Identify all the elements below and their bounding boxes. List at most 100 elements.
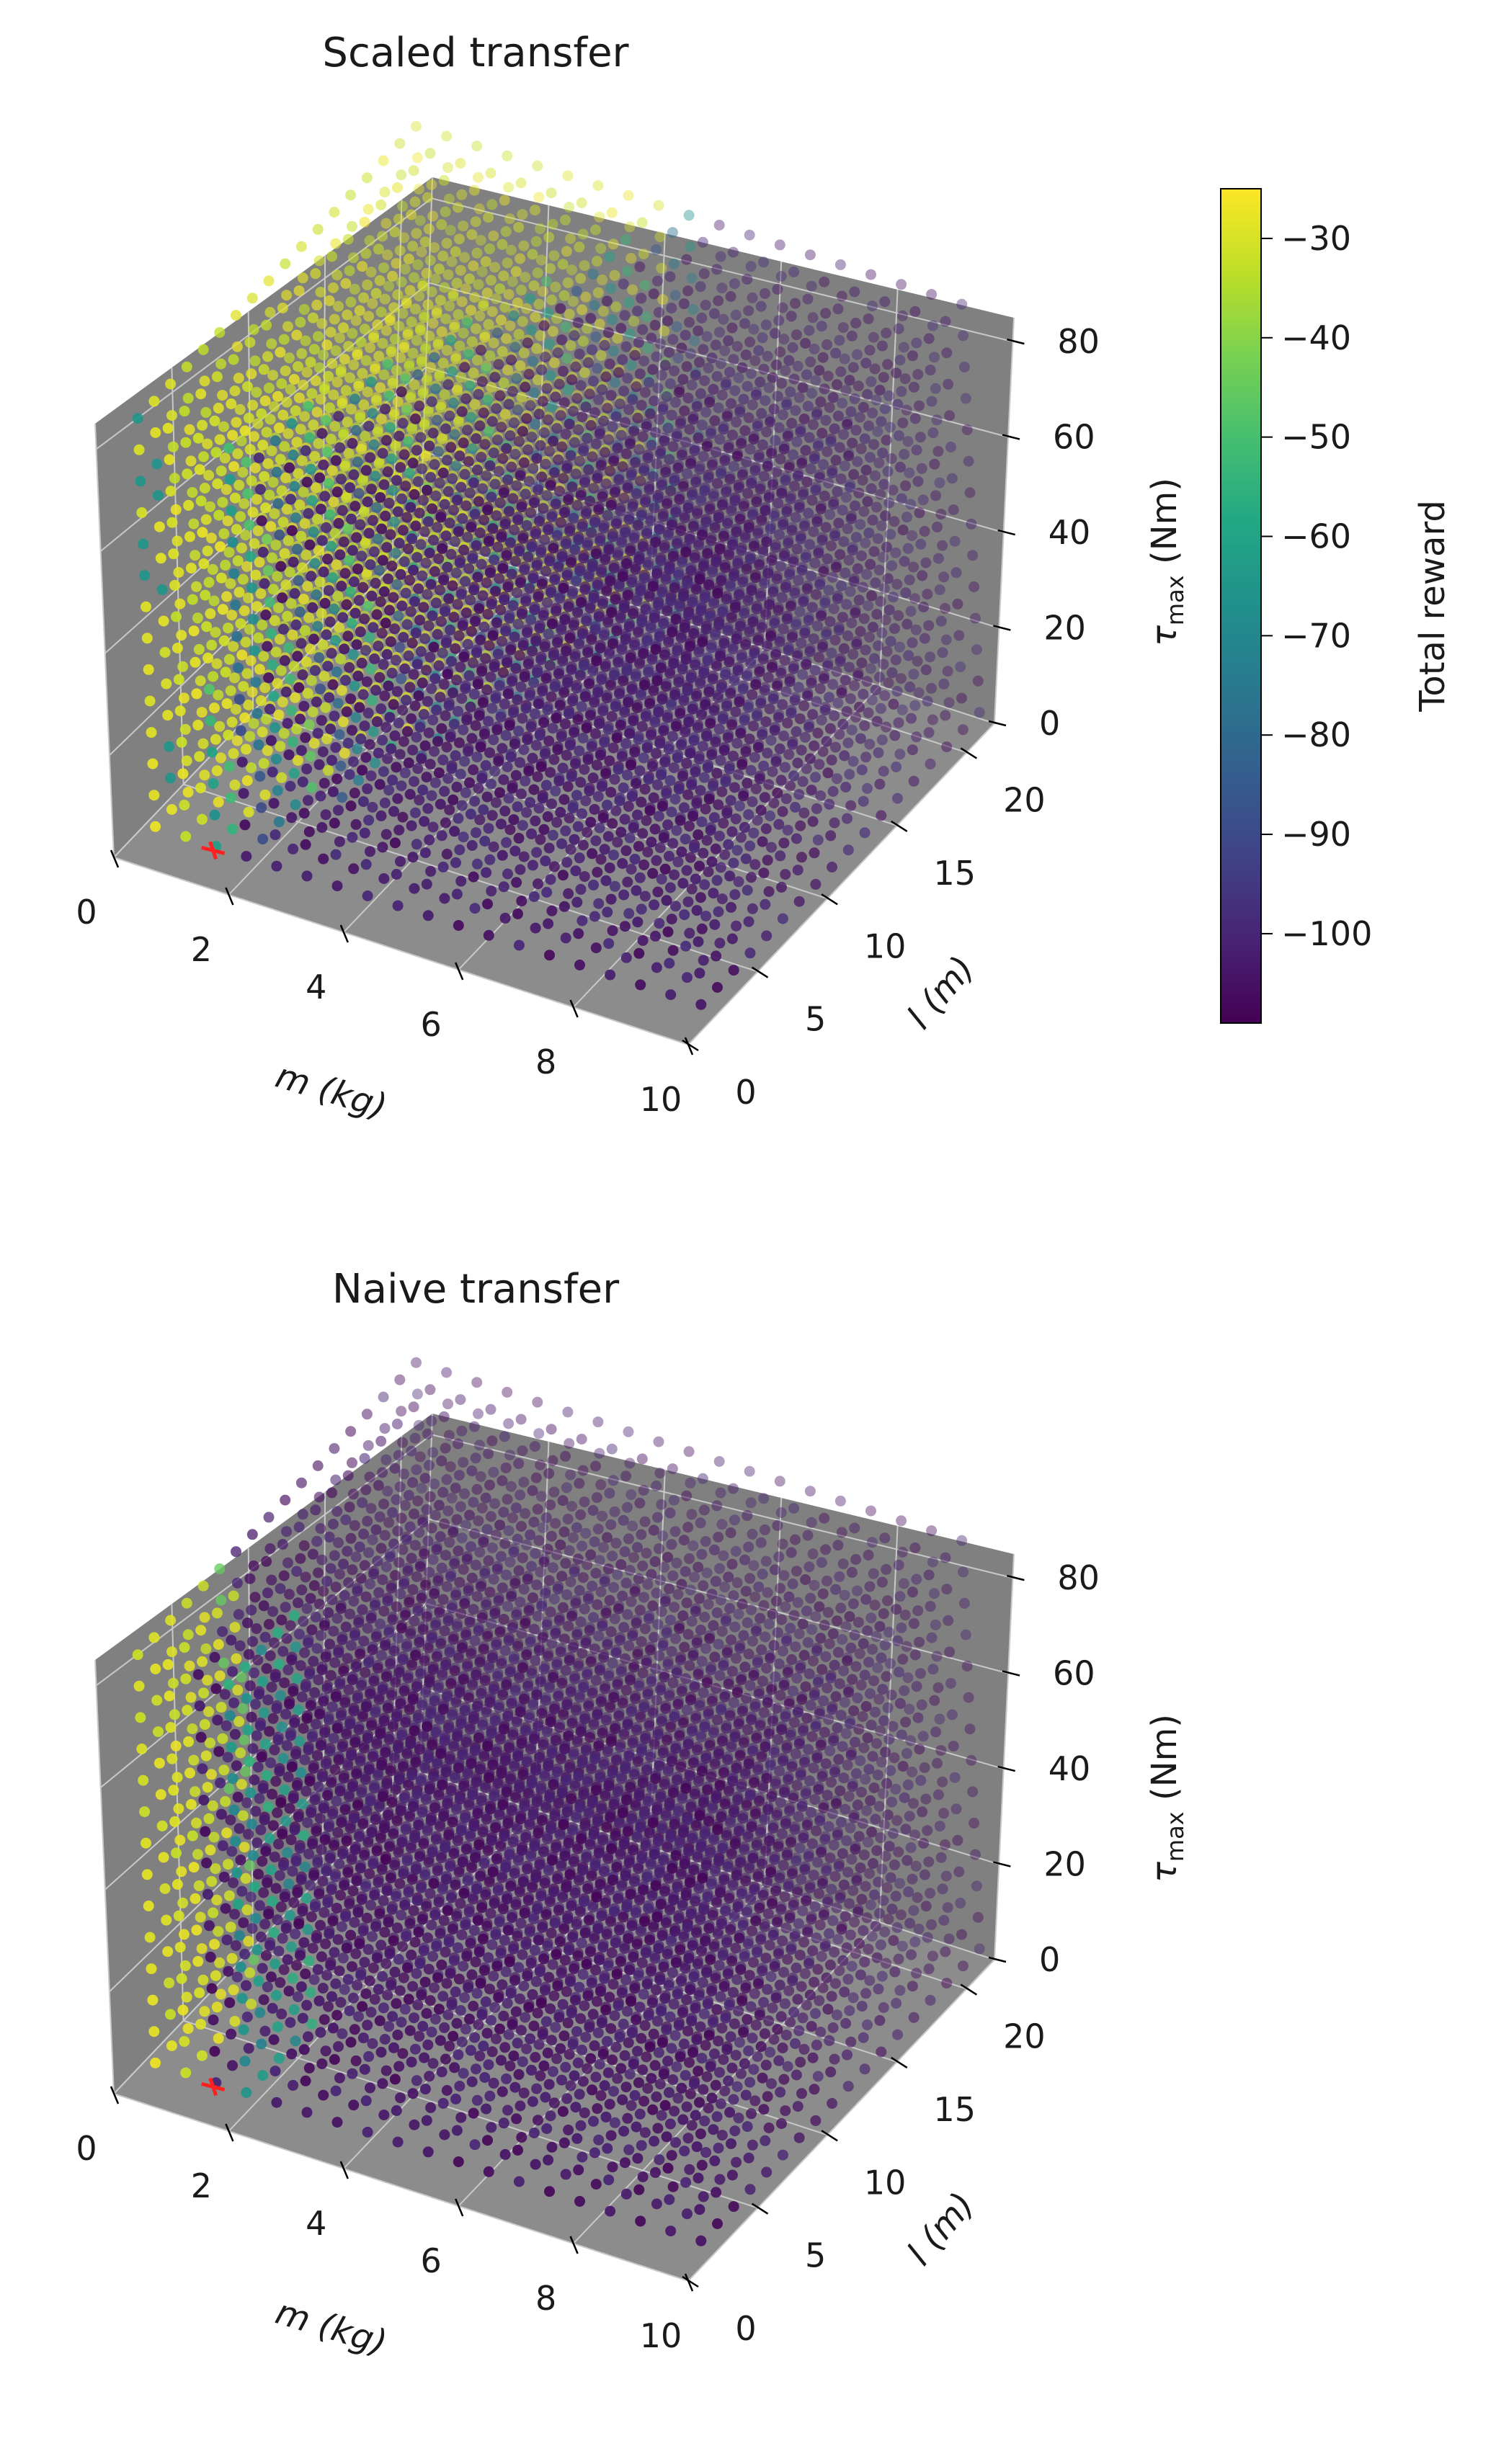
scatter-point bbox=[510, 769, 522, 781]
scatter-point bbox=[769, 725, 780, 736]
scatter-point bbox=[350, 315, 362, 326]
scatter-point bbox=[301, 870, 313, 882]
scatter-point bbox=[612, 550, 623, 561]
scatter-point bbox=[211, 765, 223, 777]
scatter-point bbox=[590, 548, 602, 560]
scatter-point bbox=[544, 950, 555, 961]
scatter-point bbox=[873, 457, 885, 469]
scatter-point bbox=[635, 476, 646, 486]
scatter-point bbox=[620, 341, 632, 352]
scatter-point bbox=[166, 804, 177, 815]
scatter-point bbox=[859, 827, 871, 839]
scatter-point bbox=[654, 448, 666, 460]
scatter-point bbox=[548, 650, 559, 661]
scatter-point bbox=[940, 710, 951, 721]
scatter-point bbox=[294, 499, 306, 511]
scatter-point bbox=[783, 462, 795, 473]
scatter-point bbox=[625, 652, 636, 664]
scatter-point bbox=[915, 538, 927, 550]
scatter-point bbox=[855, 443, 867, 455]
scatter-point bbox=[567, 1532, 579, 1543]
scatter-point bbox=[888, 592, 899, 603]
scatter-point bbox=[375, 382, 386, 393]
scatter-point bbox=[424, 440, 435, 452]
scatter-point bbox=[857, 475, 868, 486]
scatter-point bbox=[703, 866, 714, 878]
scatter-point bbox=[492, 541, 504, 553]
scatter-point bbox=[483, 929, 494, 941]
scatter-point bbox=[733, 372, 744, 383]
scatter-point bbox=[767, 586, 779, 597]
scatter-point bbox=[502, 581, 514, 593]
scatter-point bbox=[227, 537, 239, 548]
scatter-point bbox=[623, 800, 634, 812]
scatter-point bbox=[787, 342, 798, 353]
scatter-point bbox=[630, 563, 641, 575]
scatter-point bbox=[401, 695, 412, 706]
scatter-point bbox=[557, 365, 569, 377]
scatter-point bbox=[694, 357, 705, 368]
scatter-point bbox=[239, 819, 251, 831]
x-axis-label: m (kg) bbox=[271, 1055, 391, 1128]
scatter-point bbox=[362, 783, 373, 795]
scatter-point bbox=[573, 928, 584, 939]
scatter-point bbox=[846, 617, 858, 629]
scatter-point bbox=[540, 276, 552, 287]
scatter-point bbox=[584, 785, 595, 797]
scatter-point bbox=[480, 760, 491, 771]
scatter-point bbox=[419, 419, 430, 430]
scatter-point bbox=[310, 268, 321, 280]
scatter-point bbox=[809, 343, 820, 354]
scatter-point bbox=[455, 264, 466, 276]
scatter-point bbox=[404, 682, 416, 693]
scatter-point bbox=[397, 705, 409, 716]
scatter-point bbox=[880, 615, 891, 625]
scatter-point bbox=[421, 375, 432, 386]
scatter-point bbox=[452, 494, 463, 506]
scatter-point bbox=[445, 731, 456, 743]
scatter-point bbox=[796, 565, 808, 576]
scatter-point bbox=[297, 562, 308, 573]
scatter-point bbox=[763, 779, 775, 790]
scatter-point bbox=[233, 694, 245, 705]
scatter-point bbox=[527, 646, 538, 657]
scatter-point bbox=[683, 210, 695, 221]
scatter-point bbox=[665, 989, 677, 1001]
scatter-point bbox=[757, 332, 768, 344]
scatter-point bbox=[646, 439, 657, 451]
scatter-point bbox=[652, 492, 664, 504]
scatter-point bbox=[413, 183, 424, 195]
scatter-point bbox=[397, 525, 409, 536]
scatter-point bbox=[349, 787, 360, 799]
scatter-point bbox=[723, 335, 734, 347]
scatter-point bbox=[138, 538, 149, 550]
scatter-point bbox=[579, 764, 590, 775]
scatter-point bbox=[834, 259, 846, 270]
scatter-point bbox=[197, 419, 208, 431]
scatter-point bbox=[736, 759, 748, 770]
scatter-point bbox=[451, 277, 463, 289]
scatter-point bbox=[337, 612, 349, 623]
scatter-point bbox=[427, 821, 439, 833]
scatter-point bbox=[280, 258, 291, 269]
scatter-point bbox=[690, 690, 702, 702]
scatter-point bbox=[681, 865, 693, 876]
scatter-point bbox=[209, 415, 221, 427]
scatter-point bbox=[466, 336, 478, 347]
scatter-point bbox=[174, 705, 186, 717]
scatter-point bbox=[296, 455, 308, 466]
scatter-point bbox=[630, 457, 641, 468]
scatter-point bbox=[738, 393, 749, 405]
scatter-point bbox=[393, 718, 404, 728]
scatter-point bbox=[551, 713, 562, 724]
scatter-point bbox=[292, 755, 303, 766]
scatter-point bbox=[607, 925, 618, 937]
scatter-point bbox=[421, 772, 432, 783]
scatter-point bbox=[281, 504, 293, 515]
scatter-point bbox=[445, 442, 457, 453]
scatter-point bbox=[469, 795, 481, 807]
scatter-point bbox=[333, 805, 344, 816]
scatter-point bbox=[613, 656, 624, 668]
scatter-point bbox=[613, 764, 624, 775]
scatter-point bbox=[264, 597, 275, 608]
